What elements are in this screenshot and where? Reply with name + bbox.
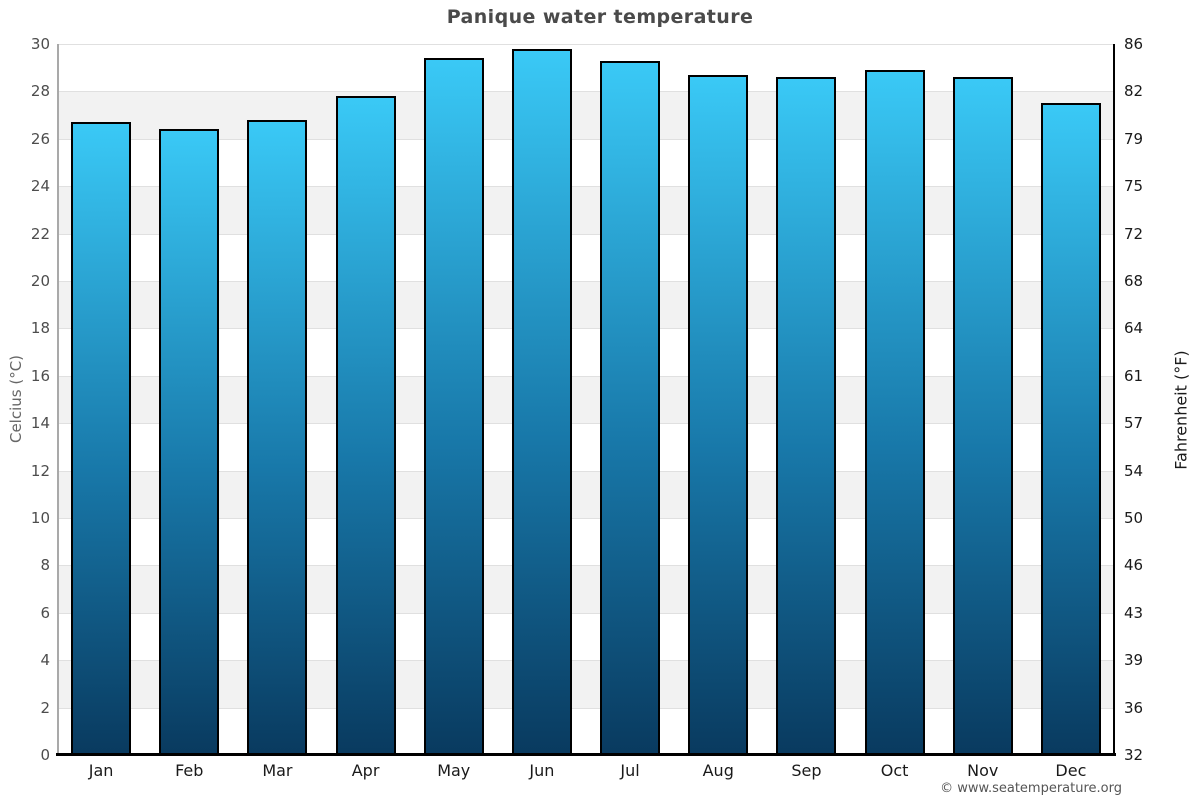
y-tick-label-fahrenheit-32: 32 <box>1124 746 1144 764</box>
x-tick-label-feb: Feb <box>175 761 204 780</box>
plot-background-band <box>57 707 1115 755</box>
gridline <box>57 375 1115 377</box>
right-axis-title: Fahrenheit (°F) <box>1171 350 1191 470</box>
gridline <box>57 186 1115 188</box>
y-tick-label-celsius-14: 14 <box>30 414 50 433</box>
bar-nov <box>952 77 1013 755</box>
bar-jul <box>600 60 661 755</box>
y-tick-label-fahrenheit-61: 61 <box>1124 366 1144 385</box>
bar-dec <box>1040 103 1101 755</box>
x-tick-label-nov: Nov <box>967 761 999 780</box>
gridline <box>57 660 1115 662</box>
plot-background-band <box>57 233 1115 281</box>
x-tick-label-apr: Apr <box>351 761 380 780</box>
y-tick-label-fahrenheit-54: 54 <box>1124 461 1144 480</box>
x-tick-label-mar: Mar <box>262 761 293 780</box>
y-tick-label-celsius-0: 0 <box>40 746 50 764</box>
x-tick-label-may: May <box>437 761 471 780</box>
gridline <box>57 138 1115 140</box>
y-tick-label-fahrenheit-82: 82 <box>1124 82 1144 101</box>
x-axis-baseline <box>56 753 1116 756</box>
gridline <box>57 518 1115 519</box>
plot-background-band <box>57 612 1115 661</box>
chart-title: Panique water temperature <box>446 6 754 28</box>
bar-mar <box>247 119 308 755</box>
bar-feb <box>159 129 220 755</box>
gridline <box>57 281 1115 282</box>
y-tick-label-celsius-26: 26 <box>30 129 50 148</box>
y-tick-label-fahrenheit-36: 36 <box>1124 698 1144 717</box>
plot-area <box>56 44 1116 756</box>
x-tick-label-aug: Aug <box>702 761 734 780</box>
plot-background-band <box>57 565 1115 613</box>
y-tick-label-fahrenheit-75: 75 <box>1124 177 1144 196</box>
plot-background-band <box>57 375 1115 424</box>
y-tick-label-celsius-20: 20 <box>30 272 50 290</box>
x-tick-label-jul: Jul <box>620 761 640 780</box>
gridline <box>57 328 1115 330</box>
y-tick-label-celsius-16: 16 <box>30 366 50 385</box>
bar-oct <box>864 70 925 755</box>
y-tick-label-celsius-24: 24 <box>30 177 50 196</box>
y-tick-label-fahrenheit-79: 79 <box>1124 129 1144 148</box>
plot-background-band <box>57 518 1115 566</box>
y-tick-label-celsius-18: 18 <box>30 319 50 338</box>
y-tick-label-celsius-30: 30 <box>30 35 50 53</box>
gridline <box>57 565 1115 567</box>
y-tick-label-celsius-4: 4 <box>40 651 50 670</box>
y-tick-label-fahrenheit-68: 68 <box>1124 272 1144 290</box>
gridline <box>57 233 1115 235</box>
bar-sep <box>776 77 837 755</box>
plot-background-band <box>57 186 1115 234</box>
x-tick-label-jan: Jan <box>88 761 114 780</box>
right-axis-spine <box>1113 44 1115 755</box>
bar-jun <box>511 48 572 755</box>
bar-jan <box>71 122 132 755</box>
y-tick-label-fahrenheit-86: 86 <box>1124 35 1144 53</box>
gridline <box>57 707 1115 709</box>
plot-background-band <box>57 138 1115 187</box>
plot-background-band <box>57 44 1115 92</box>
bar-aug <box>688 74 749 755</box>
gridline <box>57 612 1115 614</box>
gridline <box>57 423 1115 425</box>
plot-background-band <box>57 423 1115 471</box>
y-tick-label-celsius-22: 22 <box>30 224 50 243</box>
plot-background-band <box>57 281 1115 329</box>
x-tick-label-oct: Oct <box>880 761 909 780</box>
y-tick-label-fahrenheit-64: 64 <box>1124 319 1144 338</box>
y-tick-label-celsius-8: 8 <box>40 556 50 575</box>
y-tick-label-fahrenheit-72: 72 <box>1124 224 1144 243</box>
x-tick-label-jun: Jun <box>529 761 555 780</box>
gridline <box>57 44 1115 45</box>
y-tick-label-celsius-6: 6 <box>40 603 50 622</box>
y-tick-label-celsius-2: 2 <box>40 698 50 717</box>
x-tick-label-sep: Sep <box>791 761 822 780</box>
y-tick-label-celsius-10: 10 <box>30 509 50 527</box>
y-tick-label-fahrenheit-57: 57 <box>1124 414 1144 433</box>
y-tick-label-fahrenheit-39: 39 <box>1124 651 1144 670</box>
plot-background-band <box>57 328 1115 376</box>
bar-may <box>423 58 484 755</box>
plot-background-band <box>57 91 1115 139</box>
y-tick-label-celsius-12: 12 <box>30 461 50 480</box>
left-axis-spine <box>57 44 59 755</box>
plot-background-band <box>57 470 1115 518</box>
y-tick-label-fahrenheit-43: 43 <box>1124 603 1144 622</box>
copyright-credit: © www.seatemperature.org <box>940 781 1122 796</box>
y-tick-label-fahrenheit-46: 46 <box>1124 556 1144 575</box>
x-tick-label-dec: Dec <box>1055 761 1087 780</box>
y-tick-label-fahrenheit-50: 50 <box>1124 509 1144 527</box>
gridline <box>57 470 1115 472</box>
bar-apr <box>335 96 396 755</box>
y-tick-label-celsius-28: 28 <box>30 82 50 101</box>
plot-background-band <box>57 660 1115 708</box>
gridline <box>57 91 1115 93</box>
